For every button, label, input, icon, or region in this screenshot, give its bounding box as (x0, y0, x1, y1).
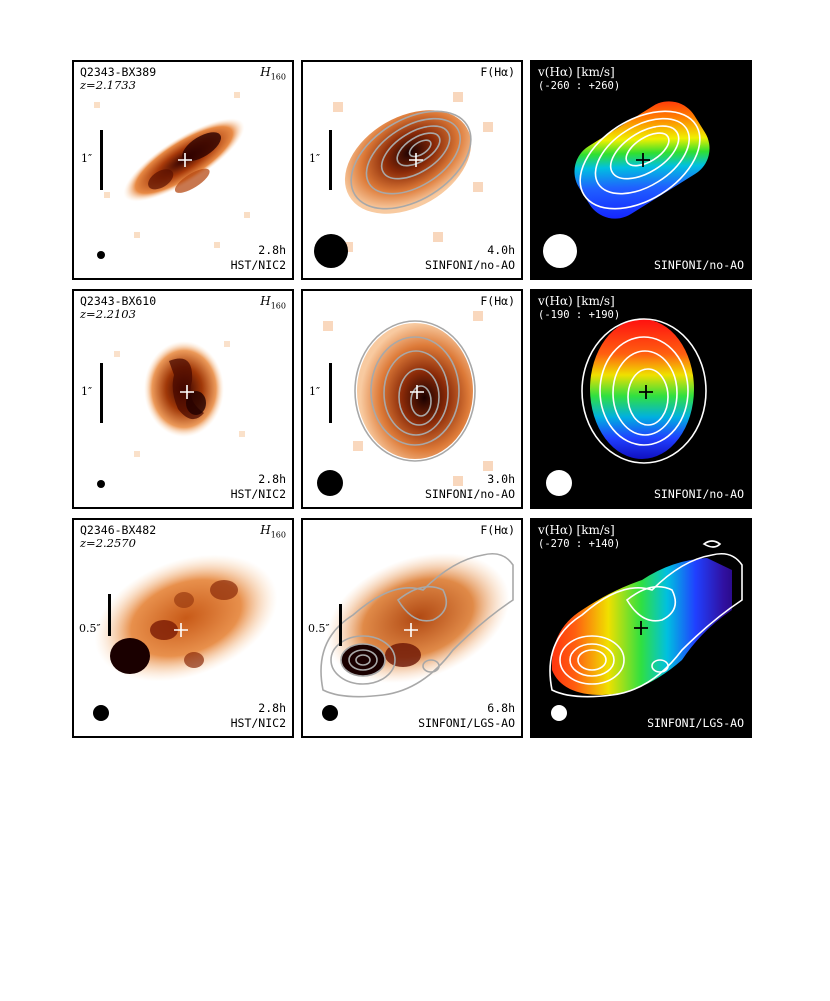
hst-image-bx482 (93, 554, 278, 721)
psf-beam-icon (551, 705, 567, 721)
hst-panel-bx482: 0.5″ Q2346-BX482 z=2.2570 H160 2.8h HST/… (72, 518, 294, 738)
velocity-panel-bx389: v(Hα) [km/s] (-260 : +260) SINFONI/no-AO (530, 60, 752, 280)
scale-label: 0.5″ (308, 622, 330, 635)
flux-panel-bx482: 0.5″ F(Hα) 6.8h SINFONI/LGS-AO (301, 518, 523, 738)
center-cross-icon (410, 385, 424, 399)
scale-bar (329, 363, 332, 423)
center-cross-icon (639, 385, 653, 399)
velocity-map-bx389 (543, 101, 710, 268)
psf-beam-icon (546, 470, 572, 496)
filter-label: H160 (260, 294, 286, 311)
redshift-label: z=2.1733 (80, 78, 136, 92)
redshift-label: z=2.2103 (80, 307, 136, 321)
flux-label: F(Hα) (480, 523, 515, 537)
flux-panel-bx389: 1″ F(Hα) 4.0h SINFONI/no-AO (301, 60, 523, 280)
exposure-time: 4.0h (487, 243, 515, 257)
velocity-map-bx610 (546, 318, 707, 496)
flux-label: F(Hα) (480, 65, 515, 79)
velocity-range: (-190 : +190) (538, 309, 621, 321)
psf-beam-icon (543, 234, 577, 268)
instrument-label: SINFONI/LGS-AO (647, 716, 744, 730)
hst-panel-bx389: 1″ Q2343-BX389 z=2.1733 H160 2.8h HST/NI… (72, 60, 294, 280)
instrument-label: SINFONI/LGS-AO (418, 716, 515, 730)
instrument-label: HST/NIC2 (230, 487, 286, 501)
velocity-label: v(Hα) [km/s] (538, 65, 615, 79)
scale-label: 1″ (81, 385, 93, 398)
velocity-panel-bx482: v(Hα) [km/s] (-270 : +140) SINFONI/LGS-A… (530, 518, 752, 738)
instrument-label: SINFONI/no-AO (424, 487, 515, 501)
psf-dot-icon (97, 480, 105, 488)
center-cross-icon (404, 623, 418, 637)
exposure-time: 3.0h (487, 472, 515, 486)
hst-panel-bx610: 1″ Q2343-BX610 z=2.2103 H160 2.8h HST/NI… (72, 289, 294, 509)
scale-bar (329, 130, 332, 190)
redshift-label: z=2.2570 (80, 536, 136, 550)
scale-bar (100, 130, 103, 190)
instrument-label: SINFONI/no-AO (424, 258, 515, 272)
scale-label: 1″ (81, 152, 93, 165)
exposure-time: 6.8h (487, 701, 515, 715)
exposure-time: 2.8h (258, 701, 286, 715)
flux-map-bx610 (317, 311, 493, 496)
hst-image-bx610 (97, 341, 245, 488)
velocity-panel-bx610: v(Hα) [km/s] (-190 : +190) SINFONI/no-AO (530, 289, 752, 509)
psf-beam-icon (314, 234, 348, 268)
center-cross-icon (174, 623, 188, 637)
exposure-time: 2.8h (258, 243, 286, 257)
psf-dot-icon (97, 251, 105, 259)
velocity-label: v(Hα) [km/s] (538, 294, 615, 308)
center-cross-icon (634, 621, 648, 635)
center-cross-icon (409, 153, 423, 167)
flux-map-bx389 (314, 92, 493, 268)
velocity-label: v(Hα) [km/s] (538, 523, 615, 537)
scale-bar (100, 363, 103, 423)
exposure-time: 2.8h (258, 472, 286, 486)
flux-map-bx482 (320, 552, 514, 721)
instrument-label: SINFONI/no-AO (653, 487, 744, 501)
scale-label: 1″ (309, 385, 321, 398)
scale-label: 1″ (309, 152, 321, 165)
velocity-map-bx482 (549, 540, 743, 721)
filter-label: H160 (260, 65, 286, 82)
center-cross-icon (636, 153, 650, 167)
psf-dot-icon (93, 705, 109, 721)
hst-image-bx389 (94, 92, 250, 259)
center-cross-icon (178, 153, 192, 167)
object-name: Q2343-BX610 (80, 294, 157, 308)
scale-bar (108, 594, 111, 636)
psf-beam-icon (322, 705, 338, 721)
flux-label: F(Hα) (480, 294, 515, 308)
velocity-range: (-260 : +260) (538, 80, 621, 92)
scale-label: 0.5″ (79, 622, 101, 635)
instrument-label: HST/NIC2 (230, 716, 286, 730)
instrument-label: HST/NIC2 (230, 258, 286, 272)
object-name: Q2346-BX482 (80, 523, 157, 537)
object-name: Q2343-BX389 (80, 65, 157, 79)
velocity-range: (-270 : +140) (538, 538, 621, 550)
filter-label: H160 (260, 523, 286, 540)
scale-bar (339, 604, 342, 646)
psf-beam-icon (317, 470, 343, 496)
center-cross-icon (180, 385, 194, 399)
flux-panel-bx610: 1″ F(Hα) 3.0h SINFONI/no-AO (301, 289, 523, 509)
instrument-label: SINFONI/no-AO (653, 258, 744, 272)
